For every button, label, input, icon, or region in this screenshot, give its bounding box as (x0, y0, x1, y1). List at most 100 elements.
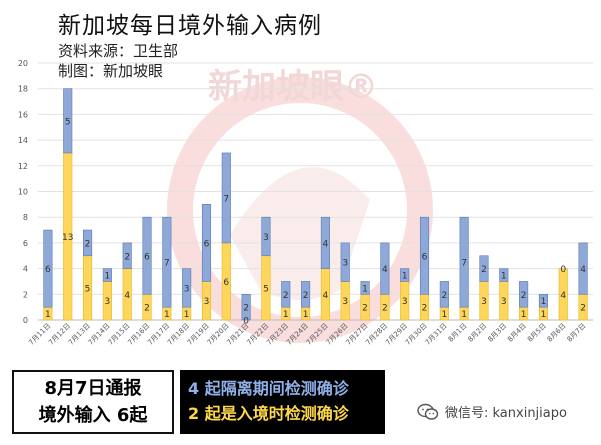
bar-quarantine (419, 216, 430, 295)
bar-quarantine (578, 242, 588, 295)
bar-quarantine (201, 204, 212, 282)
data-label-arrival: 2 (382, 304, 388, 314)
x-tick-label: 8月6日 (546, 322, 568, 344)
data-label-quarantine: 6 (204, 239, 210, 249)
bar-quarantine (182, 268, 192, 308)
y-tick-label: 8 (23, 213, 28, 222)
data-label-arrival: 6 (223, 278, 229, 288)
data-label-arrival: 1 (164, 310, 170, 320)
bar-quarantine (281, 281, 291, 308)
data-label-quarantine: 2 (521, 291, 527, 301)
x-tick-label: 8月5日 (526, 322, 548, 344)
data-label-arrival: 2 (362, 304, 368, 314)
y-tick-label: 12 (18, 162, 28, 171)
y-tick-label: 18 (18, 85, 28, 94)
data-label-arrival: 5 (85, 284, 91, 294)
y-tick-label: 10 (18, 188, 28, 197)
bar-quarantine (83, 229, 93, 257)
bar-quarantine (519, 281, 529, 308)
bar-quarantine (43, 229, 53, 308)
y-tick-label: 20 (18, 59, 28, 68)
data-label-quarantine: 2 (303, 291, 309, 301)
data-label-quarantine: 1 (402, 272, 408, 282)
bar-quarantine (261, 216, 271, 257)
data-label-arrival: 1 (461, 310, 467, 320)
bar-quarantine (400, 268, 410, 282)
data-label-quarantine: 2 (85, 239, 91, 249)
data-label-arrival: 3 (501, 297, 507, 307)
data-label-quarantine: 1 (105, 272, 111, 282)
bar-quarantine (122, 242, 132, 269)
data-label-arrival: 1 (303, 310, 309, 320)
quarantine-detail-line: 4 起隔离期间检测确诊 (188, 379, 349, 398)
data-label-arrival: 0 (243, 317, 249, 327)
wechat-credit: 微信号: kanxinjiapo (417, 402, 567, 421)
data-label-arrival: 2 (422, 304, 428, 314)
data-label-quarantine: 6 (45, 265, 51, 275)
data-label-quarantine: 2 (283, 291, 289, 301)
source-label: 资料来源：卫生部 (58, 42, 179, 60)
data-label-quarantine: 3 (342, 259, 348, 269)
data-label-arrival: 1 (541, 310, 547, 320)
data-label-arrival: 2 (144, 304, 150, 314)
y-tick-label: 16 (18, 110, 28, 119)
wechat-icon (417, 403, 439, 420)
bar-quarantine (301, 281, 311, 308)
stacked-bar-chart: 02468101214161820167月11日1357月12日527月13日3… (18, 59, 593, 347)
x-tick-label: 8月1日 (447, 322, 469, 344)
data-label-arrival: 4 (323, 291, 329, 301)
bar-quarantine (320, 216, 330, 269)
arrival-detail-line: 2 起是入境时检测确诊 (188, 404, 349, 423)
data-label-quarantine: 2 (124, 252, 130, 262)
data-label-arrival: 3 (402, 297, 408, 307)
report-summary-box: 8月7日通报 境外输入 6起 (12, 370, 174, 434)
data-label-quarantine: 1 (501, 272, 507, 282)
data-label-arrival: 3 (481, 297, 487, 307)
x-tick-label: 8月4日 (506, 322, 528, 344)
data-label-quarantine: 4 (323, 239, 329, 249)
y-tick-label: 14 (18, 136, 28, 145)
data-label-arrival: 1 (45, 310, 51, 320)
bar-quarantine (538, 293, 548, 308)
data-label-arrival: 5 (263, 284, 269, 294)
y-tick-label: 2 (23, 290, 28, 299)
bar-quarantine (499, 268, 509, 282)
data-label-quarantine: 7 (164, 259, 170, 269)
data-label-arrival: 4 (124, 291, 130, 301)
data-label-arrival: 1 (283, 310, 289, 320)
data-label-arrival: 1 (521, 310, 527, 320)
wechat-id: 微信号: kanxinjiapo (445, 406, 567, 421)
data-label-arrival: 1 (441, 310, 447, 320)
bar-quarantine (142, 216, 152, 295)
bar-quarantine (439, 281, 449, 308)
x-tick-label: 8月7日 (566, 322, 588, 344)
x-tick-label: 7月31日 (424, 322, 449, 347)
maker-label: 制图：新加坡眼 (58, 62, 164, 80)
y-tick-label: 6 (23, 239, 28, 248)
y-tick-label: 4 (23, 265, 28, 274)
data-label-quarantine: 2 (441, 291, 447, 301)
data-label-quarantine: 6 (422, 252, 428, 262)
bar-quarantine (380, 242, 390, 295)
bar-quarantine (241, 293, 251, 321)
data-label-quarantine: 3 (184, 284, 190, 294)
bar-quarantine (221, 152, 231, 244)
data-label-quarantine: 2 (243, 304, 249, 314)
data-label-quarantine: 4 (382, 265, 388, 275)
bar-quarantine (459, 216, 469, 308)
data-label-quarantine: 4 (580, 265, 586, 275)
bar-quarantine (102, 268, 112, 282)
data-label-arrival: 4 (560, 291, 566, 301)
watermark-text: 新加坡眼® (208, 67, 378, 107)
data-label-quarantine: 1 (362, 284, 368, 294)
bar-quarantine (162, 216, 172, 308)
data-label-arrival: 13 (62, 233, 73, 243)
data-label-quarantine: 0 (560, 265, 566, 275)
data-label-quarantine: 7 (223, 194, 229, 204)
data-label-quarantine: 7 (461, 259, 467, 269)
bar-quarantine (63, 88, 73, 154)
x-tick-label: 8月2日 (467, 322, 489, 344)
data-label-arrival: 3 (204, 297, 210, 307)
bar-arrival (558, 268, 568, 321)
data-label-arrival: 2 (580, 304, 586, 314)
